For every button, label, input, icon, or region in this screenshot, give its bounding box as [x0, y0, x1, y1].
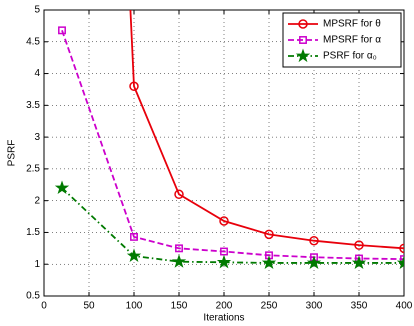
marker [175, 244, 183, 253]
y-tick-label: 4.5 [26, 36, 40, 47]
x-tick-label: 250 [261, 301, 278, 312]
marker [130, 232, 138, 241]
legend: MPSRF for θ MPSRF for α PSRF for α₀ [282, 12, 402, 68]
marker [306, 255, 322, 270]
legend-marker [299, 36, 307, 44]
series-line [61, 187, 404, 264]
x-tick-label: 100 [126, 301, 143, 312]
marker [126, 248, 142, 263]
x-tick-label: 150 [171, 301, 188, 312]
x-tick-label: 50 [83, 301, 95, 312]
marker [220, 247, 228, 256]
marker [354, 240, 364, 250]
marker [399, 243, 404, 254]
y-tick-label: 3.5 [26, 100, 40, 111]
marker [216, 254, 232, 269]
y-tick-label: 2 [34, 195, 40, 206]
y-tick-label: 4 [34, 68, 40, 79]
y-tick-label: 1.5 [26, 227, 40, 238]
y-tick-label: 0.5 [26, 291, 40, 302]
marker [129, 81, 139, 92]
x-tick-label: 350 [351, 301, 368, 312]
marker [54, 180, 70, 195]
marker [171, 254, 187, 268]
x-tick-label: 300 [306, 301, 323, 312]
x-tick-label: 400 [396, 301, 413, 312]
legend-marker [295, 48, 311, 63]
marker [58, 26, 66, 35]
y-axis-label: PSRF [7, 140, 18, 167]
marker [174, 189, 184, 200]
y-tick-label: 5 [34, 5, 40, 16]
x-tick-label: 0 [41, 301, 47, 312]
x-axis-label: Iterations [203, 313, 244, 324]
series-line [61, 30, 404, 261]
legend-label: MPSRF for α [323, 35, 381, 46]
marker [219, 216, 229, 226]
marker [351, 255, 367, 270]
marker [261, 255, 277, 270]
marker [396, 255, 404, 270]
axes-box [43, 9, 405, 297]
marker [264, 229, 274, 240]
legend-label: MPSRF for θ [323, 19, 381, 30]
marker [309, 235, 319, 246]
x-tick-label: 200 [216, 301, 233, 312]
series-line [129, 10, 404, 250]
legend-label: PSRF for α₀ [323, 51, 377, 62]
y-tick-label: 1 [34, 259, 40, 270]
y-tick-label: 3 [34, 132, 40, 143]
legend-marker [298, 19, 308, 29]
plot-layer [54, 10, 404, 270]
y-tick-label: 2.5 [26, 164, 40, 175]
